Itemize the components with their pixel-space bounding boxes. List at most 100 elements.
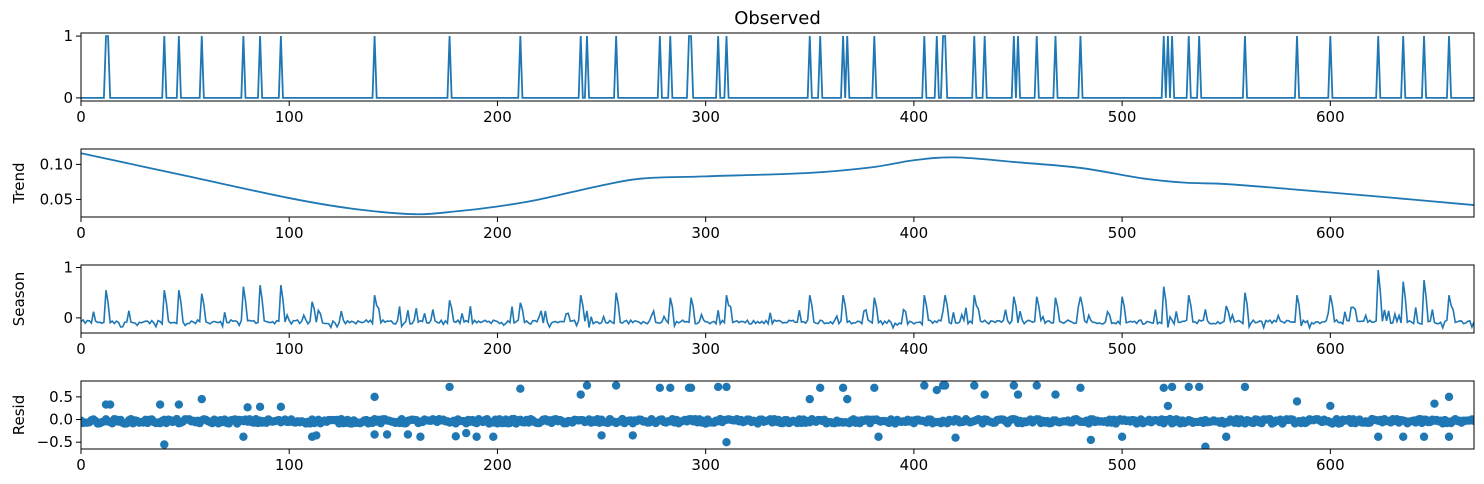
- resid-outlier-point: [276, 402, 286, 412]
- series-line-observed: [81, 35, 1474, 99]
- resid-outlier-point: [722, 382, 731, 392]
- resid-outlier-point: [1240, 382, 1250, 392]
- resid-outlier-point: [970, 381, 979, 390]
- x-tick-label: 200: [483, 108, 512, 126]
- plot-area: [81, 269, 1474, 331]
- x-tick-label: 600: [1316, 224, 1345, 242]
- resid-outlier-point: [1430, 399, 1439, 408]
- resid-outlier-point: [1013, 390, 1023, 399]
- x-tick-label: 500: [1108, 224, 1137, 242]
- resid-outlier-point: [1117, 432, 1127, 441]
- panel-season: 0 100 200 300 400 500 600 0 1 Season: [10, 259, 1475, 358]
- resid-outlier-point: [874, 432, 883, 441]
- y-axis-label: Trend: [10, 162, 28, 204]
- resid-outlier-point: [1076, 383, 1085, 392]
- resid-outlier-point: [1399, 432, 1408, 441]
- series-line-season: [81, 269, 1474, 331]
- resid-outlier-point: [920, 381, 929, 390]
- resid-outlier-point: [1444, 432, 1454, 441]
- x-tick-label: 400: [900, 340, 929, 358]
- panel-trend: 0 100 200 300 400 500 600 0.05 0.10 Trend: [10, 148, 1475, 242]
- resid-outlier-point: [932, 385, 941, 395]
- x-tick-label: 400: [900, 108, 929, 126]
- y-tick-label: 0: [63, 89, 73, 107]
- y-tick-label: 0.0: [49, 411, 73, 429]
- resid-outlier-point: [370, 392, 379, 402]
- y-tick-label: −0.5: [37, 433, 73, 451]
- resid-outlier-point: [416, 432, 425, 441]
- resid-outlier-point: [1194, 382, 1204, 392]
- x-tick-label: 100: [275, 340, 304, 358]
- resid-outlier-point: [489, 432, 498, 441]
- resid-outlier-point: [722, 438, 731, 447]
- panel-resid: 0 100 200 300 400 500 600 −0.5 0.0 0.5 Resid: [10, 380, 1475, 474]
- resid-outlier-point: [1009, 381, 1019, 390]
- resid-outlier-point: [403, 430, 413, 439]
- resid-outlier-point: [472, 432, 481, 441]
- resid-outlier-point: [462, 428, 471, 438]
- plot-area: [81, 381, 1474, 449]
- resid-outlier-point: [1167, 382, 1177, 392]
- resid-outlier-point: [686, 383, 696, 392]
- axes-frame: [80, 32, 1475, 102]
- x-tick-label: 500: [1108, 108, 1137, 126]
- resid-outlier-point: [105, 400, 115, 409]
- x-tick-label: 300: [691, 108, 720, 126]
- resid-outlier-point: [1201, 442, 1210, 449]
- x-tick-label: 0: [76, 456, 86, 474]
- resid-outlier-point: [516, 384, 525, 393]
- resid-outlier-point: [628, 431, 637, 440]
- resid-outlier-point: [838, 383, 848, 392]
- resid-outlier-point: [370, 430, 379, 439]
- x-tick-label: 600: [1316, 456, 1345, 474]
- resid-outlier-point: [815, 383, 825, 392]
- y-tick-label: 0: [63, 309, 73, 327]
- resid-outlier-point: [582, 381, 592, 390]
- resid-outlier-point: [312, 431, 321, 440]
- resid-outlier-point: [445, 382, 454, 392]
- resid-outlier-point: [1159, 383, 1168, 392]
- resid-points: [81, 381, 1474, 449]
- resid-outlier-point: [805, 394, 814, 404]
- x-tick-label: 0: [76, 108, 86, 126]
- plot-area: [81, 35, 1474, 99]
- resid-outlier-point: [611, 381, 621, 390]
- panel-title: Observed: [734, 8, 821, 29]
- resid-outlier-point: [197, 394, 206, 404]
- resid-outlier-point: [1086, 435, 1096, 445]
- x-tick-label: 400: [900, 224, 929, 242]
- y-tick-label: 0.05: [40, 190, 73, 208]
- y-axis-label: Season: [10, 272, 28, 326]
- resid-outlier-point: [160, 440, 169, 449]
- resid-outlier-point: [155, 400, 165, 409]
- resid-outlier-point: [980, 390, 989, 399]
- resid-outlier-point: [597, 431, 606, 440]
- x-tick-label: 300: [691, 456, 720, 474]
- y-tick-label: 0.5: [49, 388, 73, 406]
- x-tick-label: 0: [76, 224, 86, 242]
- resid-outlier-point: [1184, 382, 1193, 392]
- resid-outlier-point: [666, 383, 675, 392]
- y-tick-label: 1: [63, 259, 73, 277]
- axes-frame: [80, 148, 1475, 218]
- x-tick-label: 0: [76, 340, 86, 358]
- resid-outlier-point: [1032, 381, 1041, 390]
- series-line-trend: [81, 152, 1474, 216]
- y-axis-label: Resid: [10, 395, 28, 435]
- panel-observed: 0 100 200 300 400 500 600 0 1 Observed: [63, 8, 1475, 126]
- resid-outlier-point: [655, 383, 665, 392]
- resid-outlier-point: [1326, 401, 1335, 411]
- resid-outlier-point: [951, 433, 960, 442]
- x-tick-label: 300: [691, 224, 720, 242]
- y-tick-label: 1: [63, 27, 73, 45]
- x-tick-label: 100: [275, 456, 304, 474]
- x-tick-label: 100: [275, 224, 304, 242]
- resid-outlier-point: [1292, 397, 1302, 406]
- resid-outlier-point: [382, 430, 392, 439]
- resid-outlier-point: [1222, 432, 1231, 441]
- resid-outlier-point: [1419, 432, 1429, 441]
- x-tick-label: 400: [900, 456, 929, 474]
- x-tick-label: 200: [483, 224, 512, 242]
- resid-outlier-point: [1444, 392, 1454, 402]
